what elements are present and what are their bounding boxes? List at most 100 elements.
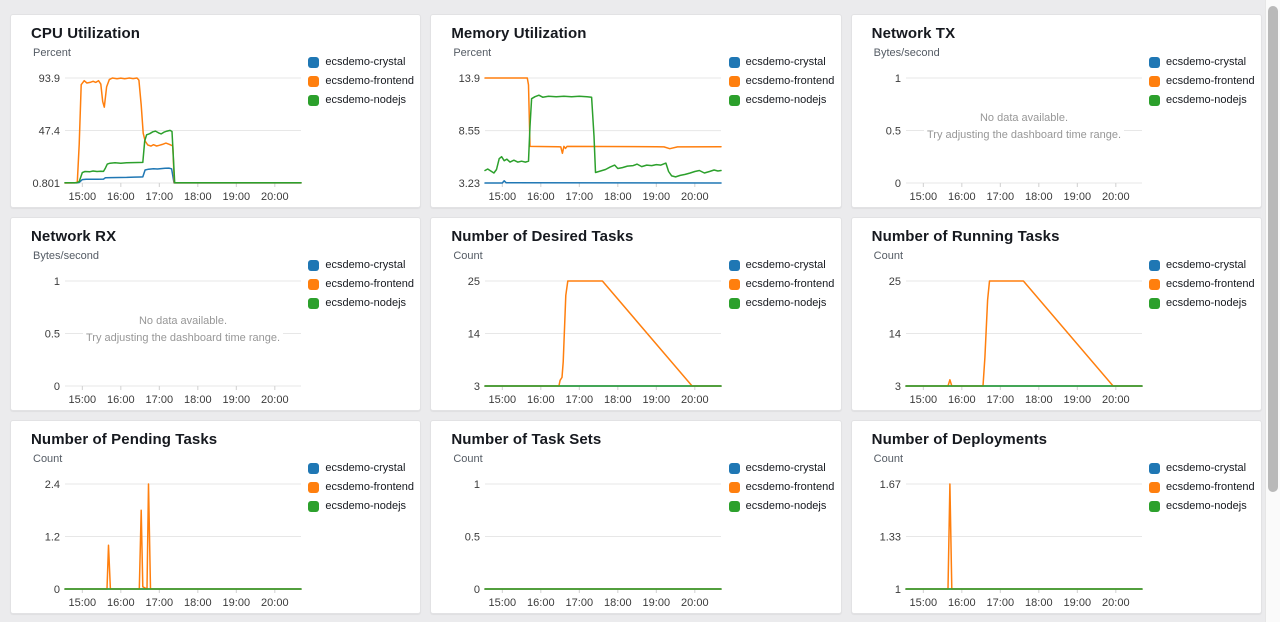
- y-tick-label: 0.5: [465, 532, 480, 544]
- legend-item[interactable]: ecsdemo-crystal: [1149, 56, 1261, 68]
- x-tick-label: 20:00: [261, 191, 289, 203]
- legend-item-label: ecsdemo-frontend: [745, 278, 835, 290]
- chart-plot-area[interactable]: 1 0.5 0 15:00 16:00 17:00 18:00 19:00 20:00 No da…: [21, 263, 305, 409]
- legend-item[interactable]: ecsdemo-frontend: [728, 278, 841, 290]
- legend-item[interactable]: ecsdemo-frontend: [1149, 481, 1261, 493]
- legend-item[interactable]: ecsdemo-frontend: [728, 481, 841, 493]
- legend-item[interactable]: ecsdemo-crystal: [1149, 259, 1261, 271]
- legend-item[interactable]: ecsdemo-nodejs: [308, 500, 420, 512]
- y-tick-label: 0: [474, 584, 480, 596]
- x-tick-label: 20:00: [681, 191, 709, 203]
- legend-item[interactable]: ecsdemo-crystal: [1149, 462, 1261, 474]
- legend-item[interactable]: ecsdemo-crystal: [728, 462, 841, 474]
- x-tick-label: 17:00: [566, 191, 594, 203]
- legend-item[interactable]: ecsdemo-nodejs: [728, 94, 841, 106]
- no-data-hint: Try adjusting the dashboard time range.: [927, 129, 1121, 141]
- legend-item[interactable]: ecsdemo-frontend: [1149, 75, 1261, 87]
- legend-item-label: ecsdemo-frontend: [1166, 75, 1255, 87]
- panel-body: Count 2.4 1.2 0 15:00 16:00 17:00 18:00 19:00 20…: [11, 448, 420, 612]
- x-tick-label: 15:00: [69, 394, 97, 406]
- chart-plot-area[interactable]: 25 14 3 15:00 16:00 17:00 18:00 19:00 20:00: [441, 263, 725, 409]
- legend-item[interactable]: ecsdemo-nodejs: [1149, 297, 1261, 309]
- x-tick-label: 19:00: [223, 191, 251, 203]
- legend-item[interactable]: ecsdemo-frontend: [308, 75, 420, 87]
- legend-item[interactable]: ecsdemo-frontend: [728, 75, 841, 87]
- x-tick-label: 18:00: [184, 597, 212, 609]
- no-data-text-bg: [121, 313, 245, 327]
- y-tick-label: 1.67: [879, 479, 900, 491]
- chart-plot-area[interactable]: 1 0.5 0 15:00 16:00 17:00 18:00 19:00 20:00 No da…: [862, 60, 1146, 206]
- x-tick-label: 16:00: [948, 394, 976, 406]
- vertical-scrollbar-track[interactable]: [1265, 0, 1280, 622]
- legend-item[interactable]: ecsdemo-crystal: [728, 56, 841, 68]
- x-tick-label: 15:00: [909, 394, 937, 406]
- chart-column: Count 1.67 1.33 1 15:00 16:00 17:00 18:00 19:00…: [862, 450, 1149, 612]
- legend-item[interactable]: ecsdemo-nodejs: [728, 297, 841, 309]
- legend-item[interactable]: ecsdemo-crystal: [308, 56, 420, 68]
- legend-item-label: ecsdemo-frontend: [745, 75, 835, 87]
- x-tick-label: 16:00: [527, 394, 555, 406]
- chart-plot-area[interactable]: 25 14 3 15:00 16:00 17:00 18:00 19:00 20:00: [862, 263, 1146, 409]
- chart-plot-area[interactable]: 93.9 47.4 0.801 15:00 16:00 17:00 18:00 19:00 20…: [21, 60, 305, 206]
- chart-plot-area[interactable]: 2.4 1.2 0 15:00 16:00 17:00 18:00 19:00 20:00: [21, 466, 305, 612]
- x-tick-label: 18:00: [184, 191, 212, 203]
- legend-item[interactable]: ecsdemo-frontend: [308, 481, 420, 493]
- panel-body: Count 25 14 3 15:00 16:00 17:00 18:00 19:00 20:0…: [431, 245, 840, 409]
- y-tick-label: 0: [54, 381, 60, 393]
- legend-color-swatch: [1149, 462, 1160, 474]
- legend-color-swatch: [308, 297, 320, 309]
- legend-item[interactable]: ecsdemo-nodejs: [308, 297, 420, 309]
- legend-item-label: ecsdemo-nodejs: [325, 94, 407, 106]
- legend-item[interactable]: ecsdemo-crystal: [308, 462, 420, 474]
- panel-body: Percent 13.9 8.55 3.23 15:00 16:00 17:00 18:00…: [431, 42, 840, 206]
- x-tick-label: 16:00: [107, 597, 135, 609]
- legend-item[interactable]: ecsdemo-nodejs: [1149, 94, 1261, 106]
- y-tick-label: 25: [888, 276, 900, 288]
- chart-plot-area[interactable]: 1 0.5 0 15:00 16:00 17:00 18:00 19:00 20:00: [441, 466, 725, 612]
- y-tick-label: 3: [895, 381, 901, 393]
- legend-color-swatch: [308, 481, 320, 493]
- legend-item[interactable]: ecsdemo-crystal: [728, 259, 841, 271]
- legend-item[interactable]: ecsdemo-frontend: [1149, 278, 1261, 290]
- chart-column: Count 1 0.5 0 15:00 16:00 17:00 18:00 19:00 20:0…: [441, 450, 728, 612]
- x-tick-label: 20:00: [681, 394, 709, 406]
- vertical-scrollbar-thumb[interactable]: [1268, 6, 1278, 492]
- panel-body: Percent 93.9 47.4 0.801 15:00 16:00 17:00 18:0…: [11, 42, 420, 206]
- x-tick-label: 17:00: [146, 394, 174, 406]
- x-tick-label: 19:00: [643, 191, 671, 203]
- metric-chart-panel: Number of Task Sets Count 1 0.5 0 15:00 16:0…: [430, 420, 842, 614]
- x-tick-label: 17:00: [146, 191, 174, 203]
- y-tick-label: 1.2: [45, 532, 60, 544]
- x-tick-label: 17:00: [146, 597, 174, 609]
- legend-item-label: ecsdemo-nodejs: [745, 94, 827, 106]
- x-tick-label: 19:00: [223, 394, 251, 406]
- y-tick-label: 0.5: [885, 126, 900, 138]
- legend-item[interactable]: ecsdemo-crystal: [308, 259, 420, 271]
- legend-item-label: ecsdemo-crystal: [745, 462, 826, 474]
- x-tick-label: 17:00: [986, 191, 1014, 203]
- x-tick-label: 20:00: [1102, 394, 1130, 406]
- legend-item[interactable]: ecsdemo-nodejs: [308, 94, 420, 106]
- legend-item[interactable]: ecsdemo-frontend: [308, 278, 420, 290]
- legend-item[interactable]: ecsdemo-nodejs: [728, 500, 841, 512]
- legend-color-swatch: [728, 278, 740, 290]
- chart-column: Bytes/second 1 0.5 0 15:00 16:00 17:00 18:00 19…: [21, 247, 308, 409]
- panel-title: Number of Desired Tasks: [451, 228, 634, 245]
- legend-color-swatch: [728, 297, 740, 309]
- chart-legend: ecsdemo-crystal ecsdemo-frontend ecsdemo…: [1149, 247, 1261, 409]
- x-tick-label: 16:00: [527, 597, 555, 609]
- y-axis-unit-label: Count: [873, 250, 904, 262]
- y-tick-label: 3.23: [459, 178, 480, 190]
- y-tick-label: 0: [54, 584, 60, 596]
- legend-item[interactable]: ecsdemo-nodejs: [1149, 500, 1261, 512]
- x-tick-label: 16:00: [107, 394, 135, 406]
- legend-item-label: ecsdemo-crystal: [1166, 56, 1247, 68]
- x-tick-label: 17:00: [566, 394, 594, 406]
- y-tick-label: 1: [895, 584, 901, 596]
- x-tick-label: 15:00: [69, 191, 97, 203]
- legend-item-label: ecsdemo-frontend: [325, 481, 414, 493]
- chart-plot-area[interactable]: 1.67 1.33 1 15:00 16:00 17:00 18:00 19:00 20:00: [862, 466, 1146, 612]
- y-tick-label: 93.9: [39, 73, 60, 85]
- chart-plot-area[interactable]: 13.9 8.55 3.23 15:00 16:00 17:00 18:00 19:00 20:…: [441, 60, 725, 206]
- no-data-hint: Try adjusting the dashboard time range.: [86, 332, 280, 344]
